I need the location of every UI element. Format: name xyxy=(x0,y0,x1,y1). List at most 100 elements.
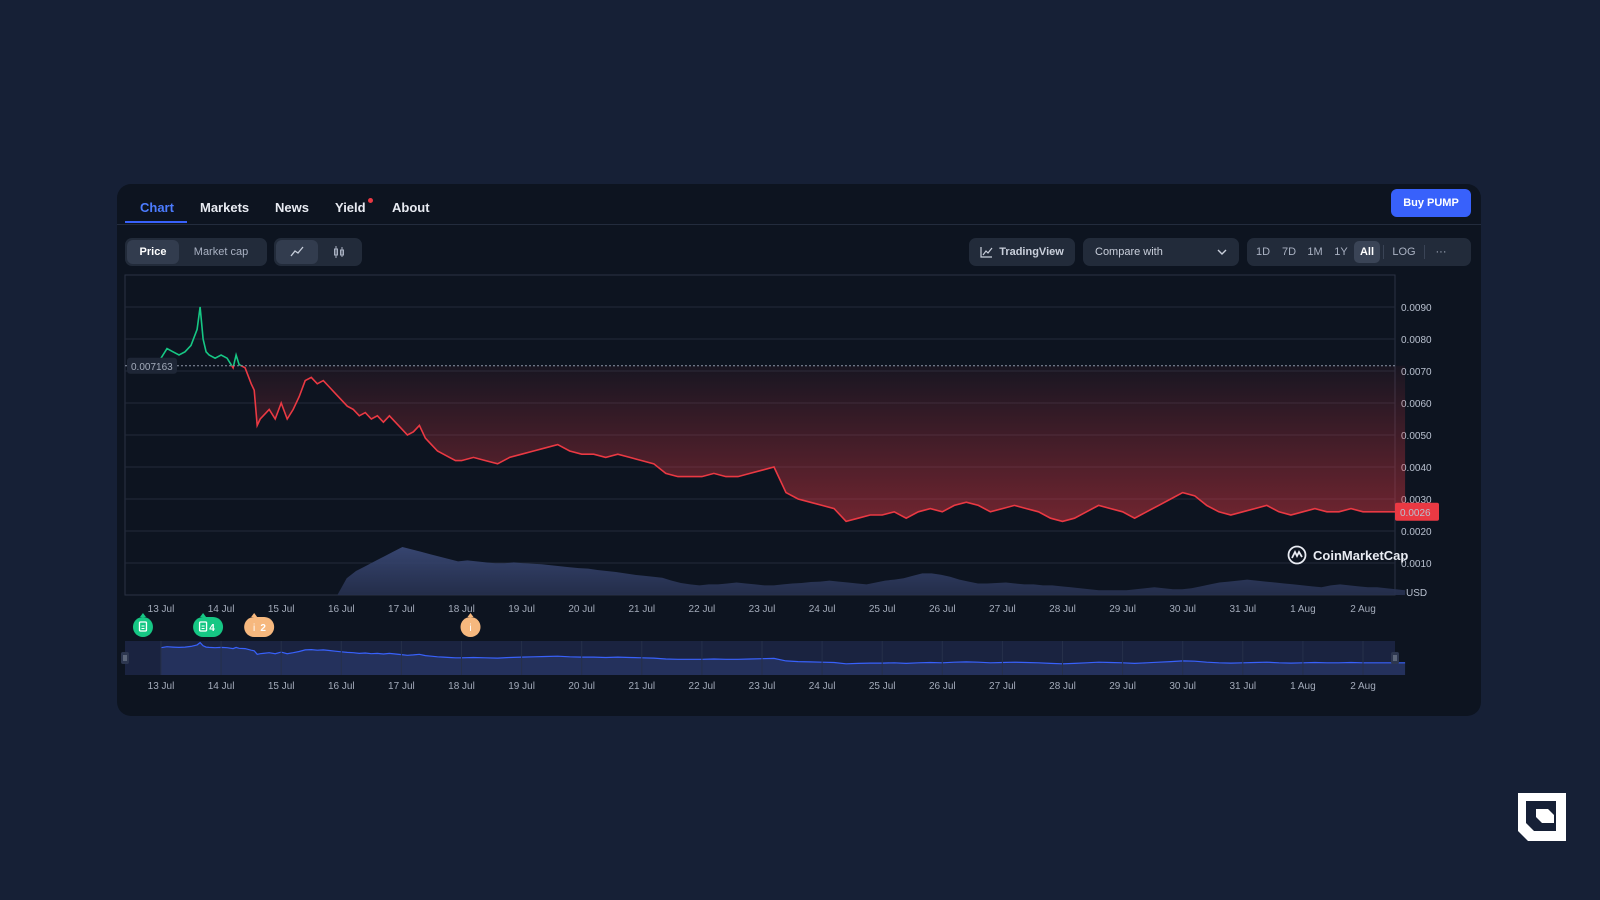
line-chart-icon[interactable] xyxy=(276,240,318,264)
tab-yield[interactable]: Yield xyxy=(333,198,373,215)
tradingview-button[interactable]: TradingView xyxy=(969,238,1075,266)
y-tick-label: 0.0050 xyxy=(1401,431,1432,442)
y-tick-label: 0.0090 xyxy=(1401,303,1432,314)
y-tick-label: 0.0030 xyxy=(1401,495,1432,506)
navigator-tick-label: 24 Jul xyxy=(809,681,836,692)
x-tick-label: 23 Jul xyxy=(749,604,776,615)
x-tick-label: 19 Jul xyxy=(508,604,535,615)
more-options-icon[interactable]: ··· xyxy=(1435,246,1447,258)
baseline-badge xyxy=(127,357,177,374)
navigator-tick-label: 25 Jul xyxy=(869,681,896,692)
x-tick-label: 31 Jul xyxy=(1229,604,1256,615)
range-1d[interactable]: 1D xyxy=(1255,246,1271,258)
range-7d[interactable]: 7D xyxy=(1281,246,1297,258)
navigator-tick-label: 27 Jul xyxy=(989,681,1016,692)
document-icon xyxy=(198,621,208,632)
range-all[interactable]: All xyxy=(1354,241,1380,263)
below-baseline-area xyxy=(161,365,1406,522)
tab-yield-label: Yield xyxy=(335,200,366,215)
price-toggle[interactable]: Price xyxy=(127,240,179,264)
x-tick-label: 28 Jul xyxy=(1049,604,1076,615)
document-icon xyxy=(138,621,148,632)
event-count: 2 xyxy=(260,623,266,634)
navigator-tick-label: 1 Aug xyxy=(1290,681,1316,692)
metric-toggle: Price Market cap xyxy=(125,238,267,266)
x-tick-label: 15 Jul xyxy=(268,604,295,615)
y-tick-label: 0.0080 xyxy=(1401,335,1432,346)
chart-icon xyxy=(980,247,993,258)
volume-area xyxy=(161,547,1406,595)
info-event-icon xyxy=(244,617,275,637)
navigator-tick-label: 28 Jul xyxy=(1049,681,1076,692)
navigator-handle xyxy=(1391,652,1399,664)
x-tick-label: 14 Jul xyxy=(208,604,235,615)
range-1m[interactable]: 1M xyxy=(1307,246,1323,258)
current-price-label: 0.0026 xyxy=(1400,508,1431,519)
candlestick-icon[interactable] xyxy=(318,240,360,264)
divider xyxy=(1383,245,1384,259)
tab-about[interactable]: About xyxy=(392,200,430,215)
tab-news[interactable]: News xyxy=(275,200,309,215)
brand-logo-icon xyxy=(1516,791,1568,848)
y-tick-label: 0.0070 xyxy=(1401,367,1432,378)
y-tick-label: 0.0040 xyxy=(1401,463,1432,474)
coinmarketcap-logo-icon xyxy=(1287,545,1307,565)
x-tick-label: 1 Aug xyxy=(1290,604,1316,615)
navigator-tick-label: 17 Jul xyxy=(388,681,415,692)
range-selector: 1D 7D 1M 1Y All LOG ··· xyxy=(1247,238,1471,266)
compare-placeholder: Compare with xyxy=(1095,246,1163,258)
x-tick-label: 18 Jul xyxy=(448,604,475,615)
y-tick-label: 0.0010 xyxy=(1401,559,1432,570)
x-tick-label: 16 Jul xyxy=(328,604,355,615)
chart-card: Chart Markets News Yield About Buy PUMP … xyxy=(117,184,1481,716)
navigator-tick-label: 19 Jul xyxy=(508,681,535,692)
watermark: CoinMarketCap xyxy=(1287,545,1408,565)
navigator-tick-label: 22 Jul xyxy=(689,681,716,692)
navigator-tick-label: 26 Jul xyxy=(929,681,956,692)
log-toggle[interactable]: LOG xyxy=(1392,246,1416,258)
navigator-tick-label: 23 Jul xyxy=(749,681,776,692)
x-tick-label: 22 Jul xyxy=(689,604,716,615)
x-tick-label: 25 Jul xyxy=(869,604,896,615)
tab-chart[interactable]: Chart xyxy=(140,200,174,215)
info-glyph: i xyxy=(469,623,471,634)
active-tab-indicator xyxy=(125,221,187,223)
x-tick-label: 21 Jul xyxy=(628,604,655,615)
navigator-tick-label: 15 Jul xyxy=(268,681,295,692)
currency-label: USD xyxy=(1406,588,1427,599)
price-line-down xyxy=(230,365,1406,523)
price-chart[interactable]: 0.0090 0.0080 0.0070 0.0060 0.0050 0.0040 0.00… xyxy=(117,184,1481,716)
x-tick-label: 13 Jul xyxy=(148,604,175,615)
tab-bar: Chart Markets News Yield About Buy PUMP xyxy=(117,184,1481,225)
market-cap-toggle[interactable]: Market cap xyxy=(193,246,249,258)
tradingview-label: TradingView xyxy=(999,246,1064,258)
watermark-text: CoinMarketCap xyxy=(1313,547,1409,563)
document-event-icon xyxy=(132,617,153,637)
buy-button[interactable]: Buy PUMP xyxy=(1391,189,1471,217)
x-tick-label: 30 Jul xyxy=(1169,604,1196,615)
navigator-tick-label: 16 Jul xyxy=(328,681,355,692)
navigator-tick-label: 20 Jul xyxy=(568,681,595,692)
range-1y[interactable]: 1Y xyxy=(1334,246,1348,258)
tab-markets[interactable]: Markets xyxy=(200,200,250,215)
y-tick-label: 0.0020 xyxy=(1401,527,1432,538)
navigator-line xyxy=(160,641,1406,665)
notification-dot xyxy=(367,198,373,203)
navigator-tick-label: 2 Aug xyxy=(1350,681,1376,692)
divider xyxy=(1424,245,1425,259)
info-event-icon xyxy=(460,617,481,637)
event-pointer xyxy=(200,613,207,617)
current-price-badge xyxy=(1395,502,1439,521)
info-glyph: i xyxy=(253,623,255,634)
navigator-handle xyxy=(121,652,129,664)
navigator-tick-label: 14 Jul xyxy=(208,681,235,692)
x-tick-label: 20 Jul xyxy=(568,604,595,615)
x-tick-label: 29 Jul xyxy=(1109,604,1136,615)
baseline-value: 0.007163 xyxy=(131,362,173,373)
event-pointer xyxy=(251,613,258,617)
compare-select[interactable]: Compare with xyxy=(1083,238,1239,266)
navigator-tick-label: 29 Jul xyxy=(1109,681,1136,692)
event-count: 4 xyxy=(209,623,215,634)
navigator-tick-label: 18 Jul xyxy=(448,681,475,692)
x-tick-label: 24 Jul xyxy=(809,604,836,615)
